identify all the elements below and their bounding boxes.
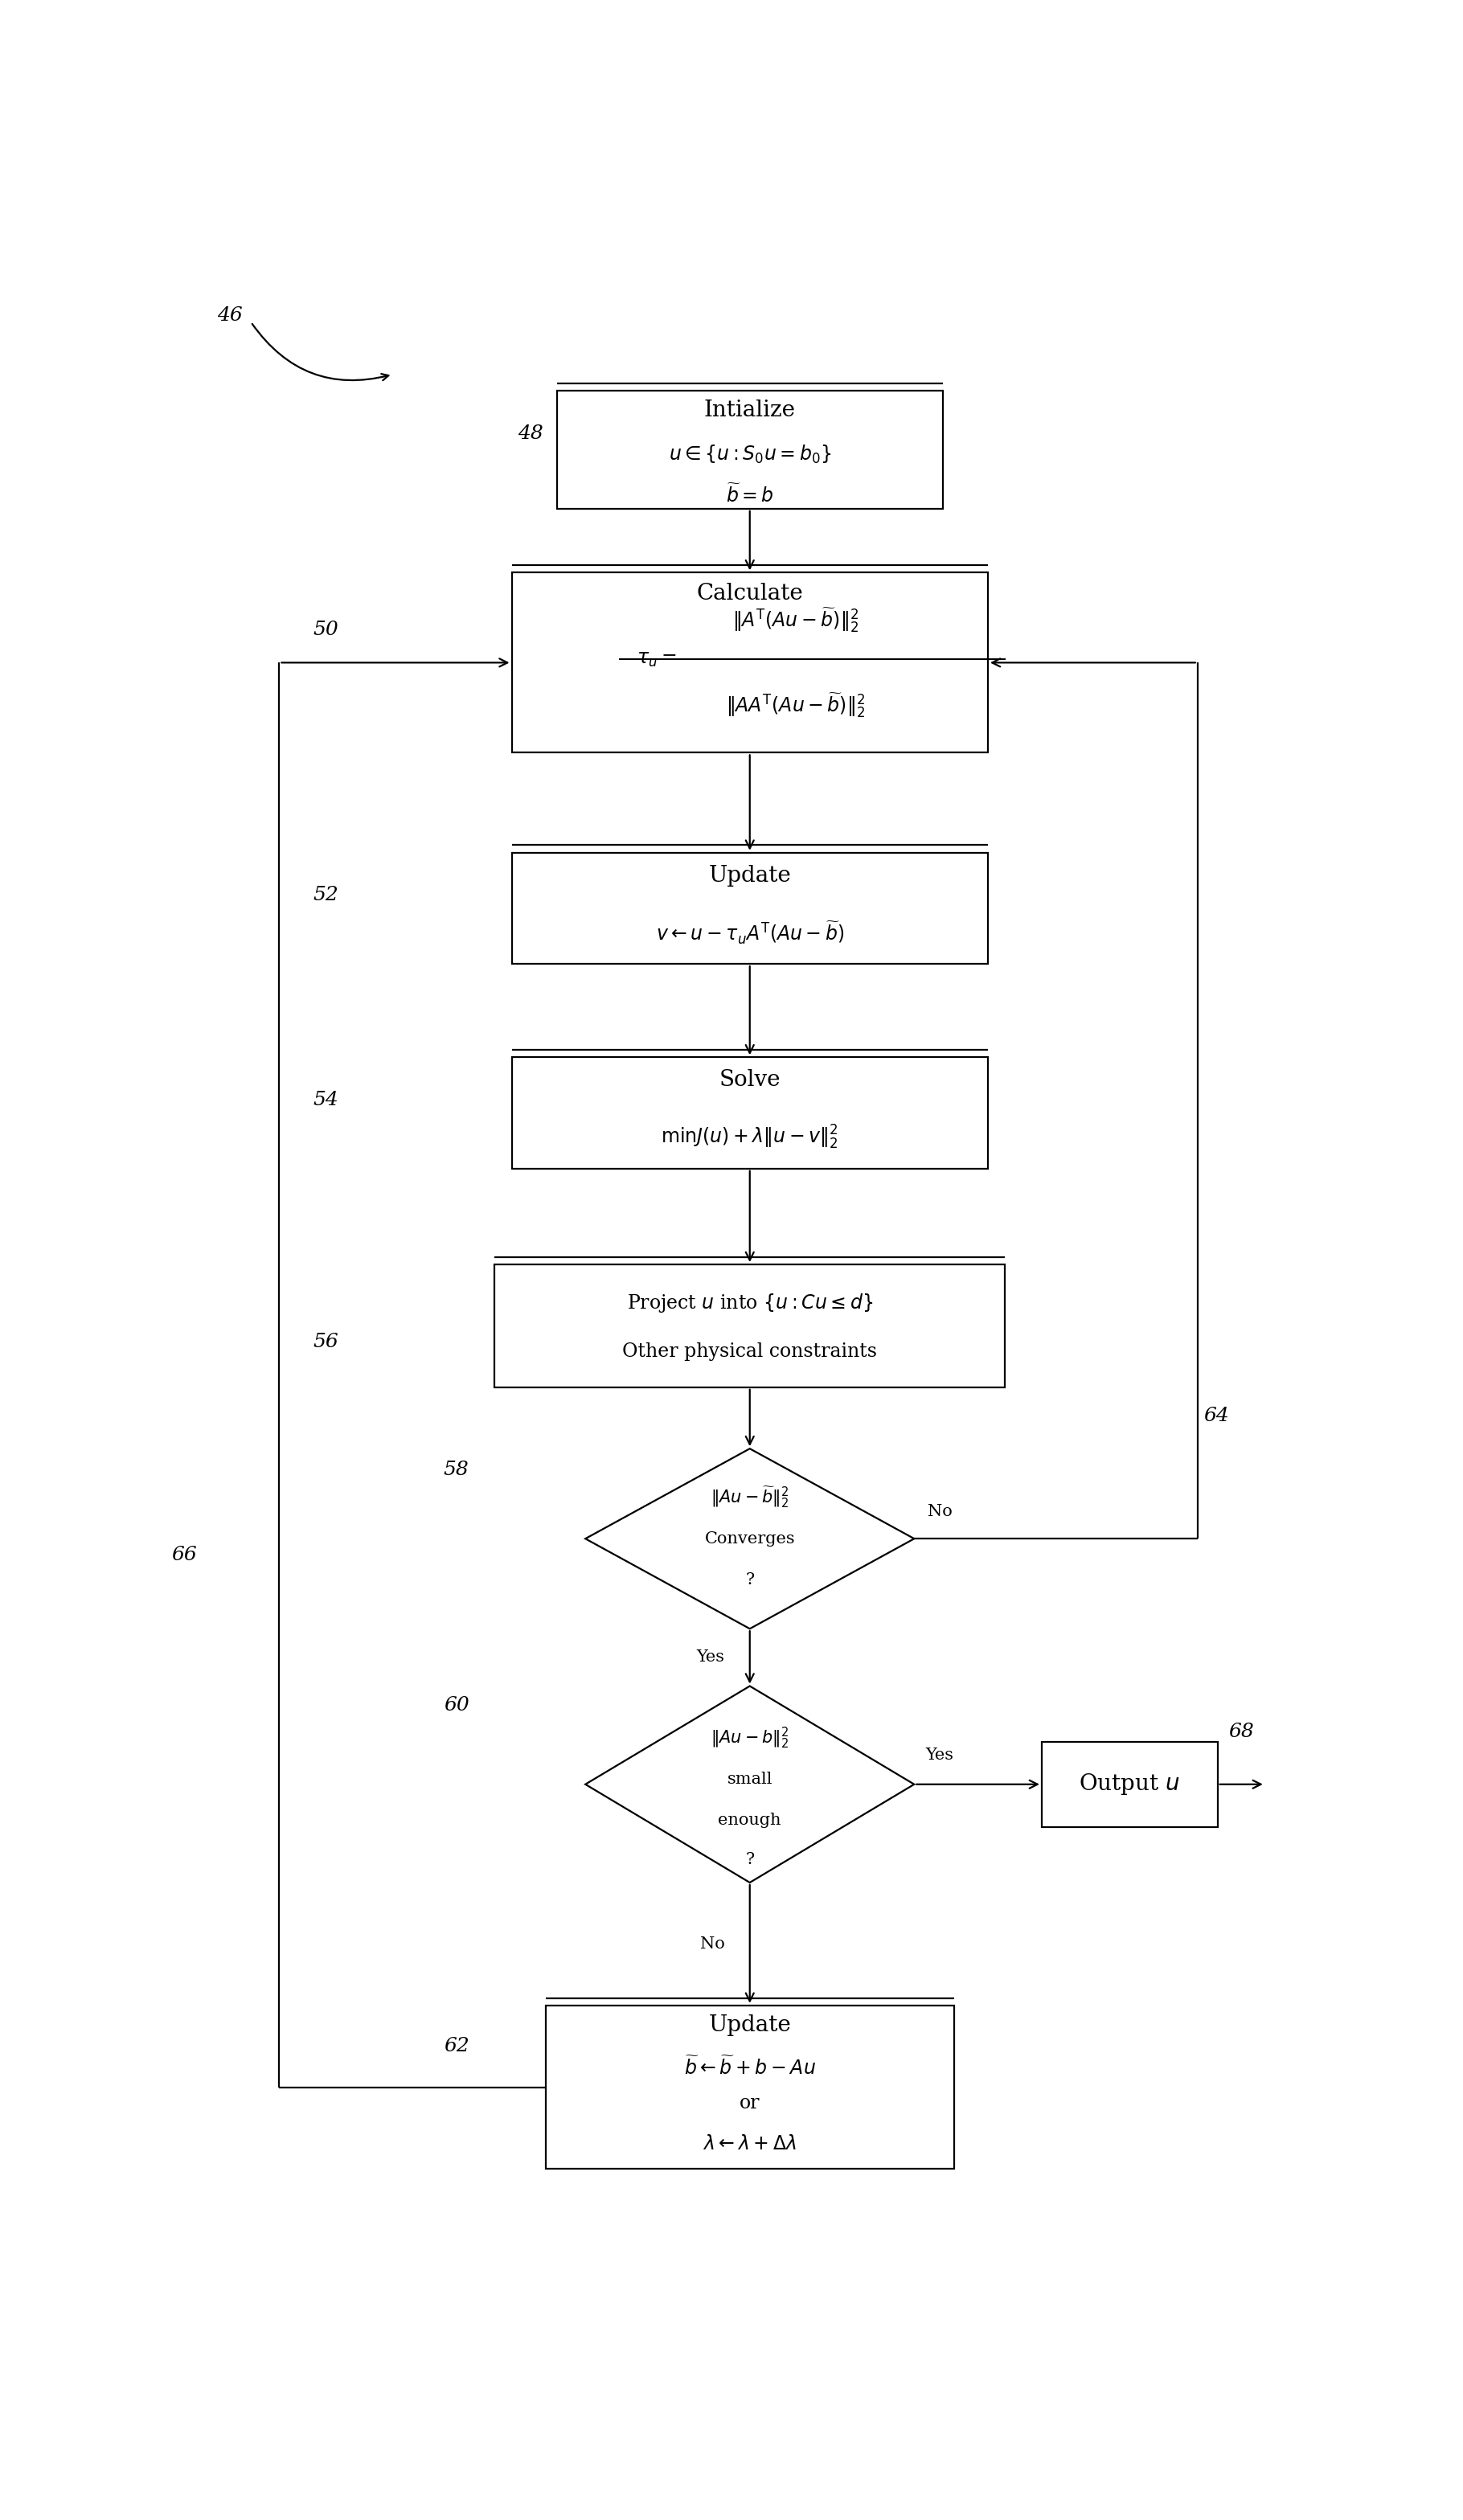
Text: $\lambda \leftarrow \lambda + \Delta\lambda$: $\lambda \leftarrow \lambda + \Delta\lam…: [702, 2134, 797, 2155]
Polygon shape: [585, 1686, 914, 1882]
Bar: [512, 572, 988, 753]
Text: Output $u$: Output $u$: [1080, 1772, 1181, 1797]
Text: Intialize: Intialize: [704, 401, 796, 421]
Text: Converges: Converges: [705, 1532, 794, 1547]
Text: 50: 50: [313, 620, 339, 640]
Text: 46: 46: [217, 307, 243, 325]
Text: 48: 48: [518, 423, 543, 444]
Bar: [1042, 1741, 1217, 1827]
Text: $u \in \{u:S_0u = b_0\}$: $u \in \{u:S_0u = b_0\}$: [669, 444, 831, 466]
Text: $\|A^\mathsf{T}(Au - \widetilde{b})\|_2^2$: $\|A^\mathsf{T}(Au - \widetilde{b})\|_2^…: [732, 607, 859, 635]
Text: $v \leftarrow u - \tau_u A^\mathsf{T}(Au - \widetilde{b})$: $v \leftarrow u - \tau_u A^\mathsf{T}(Au…: [655, 920, 844, 945]
Text: $\tau_u =$: $\tau_u =$: [636, 650, 676, 668]
Bar: [512, 1058, 988, 1169]
Text: ?: ?: [745, 1852, 755, 1867]
Text: $\|Au - \widetilde{b}\|_2^2$: $\|Au - \widetilde{b}\|_2^2$: [711, 1484, 789, 1509]
Text: Project $u$ into $\{u:Cu \leq d\}$: Project $u$ into $\{u:Cu \leq d\}$: [626, 1293, 873, 1313]
Text: 52: 52: [313, 887, 339, 905]
Text: enough: enough: [718, 1812, 781, 1827]
Bar: [557, 391, 942, 509]
Text: Yes: Yes: [696, 1651, 724, 1666]
Text: 60: 60: [443, 1696, 470, 1716]
Text: $\widetilde{b} = b$: $\widetilde{b} = b$: [726, 484, 774, 507]
Text: Update: Update: [708, 864, 791, 887]
Text: small: small: [727, 1772, 772, 1787]
Text: Calculate: Calculate: [696, 582, 803, 605]
Text: Yes: Yes: [926, 1749, 954, 1764]
Text: 62: 62: [443, 2036, 470, 2056]
Bar: [494, 1265, 1005, 1386]
Text: No: No: [928, 1504, 952, 1520]
Text: $\|AA^\mathsf{T}(Au - \widetilde{b})\|_2^2$: $\|AA^\mathsf{T}(Au - \widetilde{b})\|_2…: [726, 690, 865, 718]
Text: Other physical constraints: Other physical constraints: [622, 1343, 878, 1361]
Text: $\widetilde{b} \leftarrow \widetilde{b} + b - Au$: $\widetilde{b} \leftarrow \widetilde{b} …: [683, 2056, 816, 2079]
Bar: [546, 2006, 954, 2170]
Text: ?: ?: [745, 1572, 755, 1588]
Text: $\|Au - b\|_2^2$: $\|Au - b\|_2^2$: [711, 1726, 789, 1751]
Text: $\min J(u) + \lambda\|u - v\|_2^2$: $\min J(u) + \lambda\|u - v\|_2^2$: [661, 1124, 838, 1152]
Text: No: No: [701, 1935, 724, 1950]
Text: Update: Update: [708, 2013, 791, 2036]
Text: 66: 66: [171, 1545, 198, 1565]
Text: 56: 56: [313, 1333, 339, 1351]
Text: 54: 54: [313, 1091, 339, 1109]
Text: or: or: [739, 2094, 761, 2112]
Polygon shape: [585, 1449, 914, 1628]
Text: 68: 68: [1229, 1724, 1254, 1741]
Text: 64: 64: [1203, 1406, 1229, 1426]
Text: Solve: Solve: [718, 1068, 781, 1091]
Bar: [512, 852, 988, 965]
Text: 58: 58: [443, 1462, 470, 1479]
